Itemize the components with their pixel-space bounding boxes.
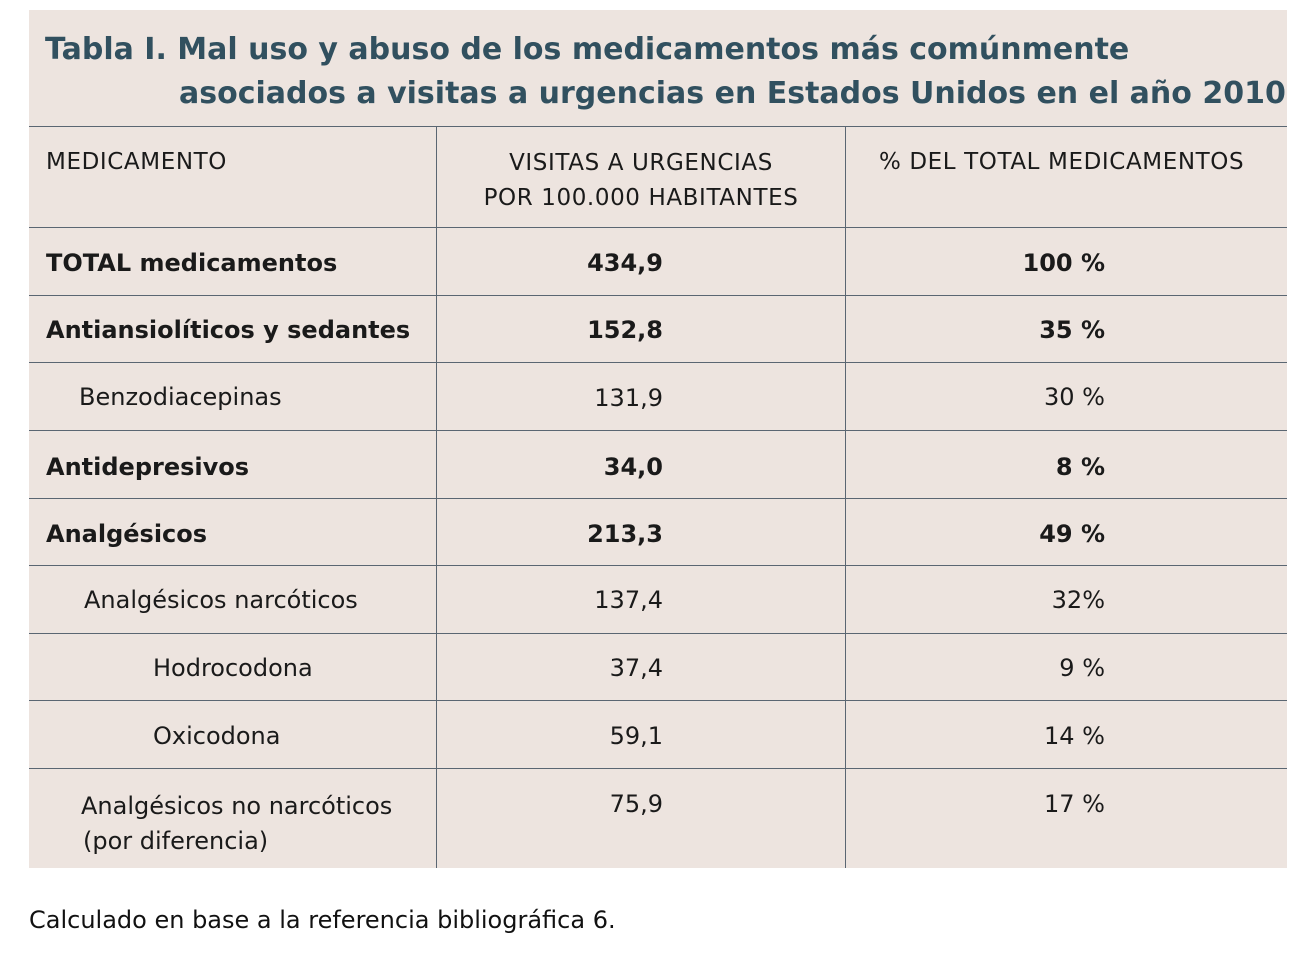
header-visitas: VISITAS A URGENCIAS POR 100.000 HABITANT… [437, 146, 845, 216]
row-percent: 100 % [1022, 249, 1106, 277]
row-visits: 59,1 [609, 722, 663, 750]
row-percent: 8 % [1055, 453, 1105, 481]
table-title-line-2: asociados a visitas a urgencias en Estad… [179, 76, 1286, 111]
row-percent: 32% [1051, 586, 1105, 614]
table-row: Antiansiolíticos y sedantes 152,8 35 % [29, 296, 1287, 363]
drug-misuse-table: Tabla I. Mal uso y abuso de los medicame… [29, 10, 1287, 868]
header-porcentaje: % DEL TOTAL MEDICAMENTOS [879, 149, 1245, 175]
row-visits: 434,9 [587, 249, 663, 277]
row-drug-name: Analgésicos [46, 520, 208, 548]
row-drug-name: Antiansiolíticos y sedantes [46, 316, 411, 344]
row-drug-name: TOTAL medicamentos [46, 249, 338, 277]
table-row: Analgésicos 213,3 49 % [29, 499, 1287, 566]
table-row: Analgésicos narcóticos 137,4 32% [29, 566, 1287, 634]
row-drug-name: Antidepresivos [46, 453, 250, 481]
table-row: Antidepresivos 34,0 8 % [29, 431, 1287, 499]
row-percent: 49 % [1039, 520, 1105, 548]
row-drug-name: Analgésicos narcóticos [84, 586, 358, 614]
row-visits: 34,0 [603, 453, 663, 481]
row-visits: 75,9 [609, 790, 663, 818]
row-percent: 9 % [1059, 654, 1105, 682]
table-row: Benzodiacepinas 131,9 30 % [29, 363, 1287, 431]
table-row: Analgésicos no narcóticos (por diferenci… [29, 769, 1287, 868]
row-visits: 131,9 [594, 384, 663, 412]
row-visits: 37,4 [609, 654, 663, 682]
header-visitas-line-1: VISITAS A URGENCIAS [509, 150, 773, 176]
row-drug-name: Hodrocodona [153, 654, 313, 682]
row-percent: 30 % [1044, 383, 1105, 411]
row-drug-name: Oxicodona [153, 722, 281, 750]
column-divider [845, 127, 846, 868]
row-visits: 152,8 [587, 316, 663, 344]
row-percent: 35 % [1039, 316, 1105, 344]
table-row: Oxicodona 59,1 14 % [29, 701, 1287, 769]
header-medicamento: MEDICAMENTO [46, 149, 227, 175]
column-divider [436, 127, 437, 868]
row-drug-name: Benzodiacepinas [79, 383, 282, 411]
row-visits: 137,4 [594, 586, 663, 614]
table-row: TOTAL medicamentos 434,9 100 % [29, 228, 1287, 296]
row-percent: 14 % [1044, 722, 1105, 750]
row-percent: 17 % [1044, 790, 1105, 818]
header-visitas-line-2: POR 100.000 HABITANTES [483, 185, 799, 211]
row-drug-name-line-1: Analgésicos no narcóticos [81, 792, 393, 820]
row-visits: 213,3 [587, 520, 663, 548]
table-caption: Calculado en base a la referencia biblio… [29, 906, 616, 934]
table-row: Hodrocodona 37,4 9 % [29, 634, 1287, 701]
row-drug-name-line-2: (por diferencia) [83, 827, 269, 855]
table-title-line-1: Tabla I. Mal uso y abuso de los medicame… [45, 32, 1130, 67]
table-header-row: MEDICAMENTO VISITAS A URGENCIAS POR 100.… [29, 127, 1287, 228]
table-title: Tabla I. Mal uso y abuso de los medicame… [29, 10, 1287, 127]
row-drug-name: Analgésicos no narcóticos (por diferenci… [81, 789, 392, 859]
